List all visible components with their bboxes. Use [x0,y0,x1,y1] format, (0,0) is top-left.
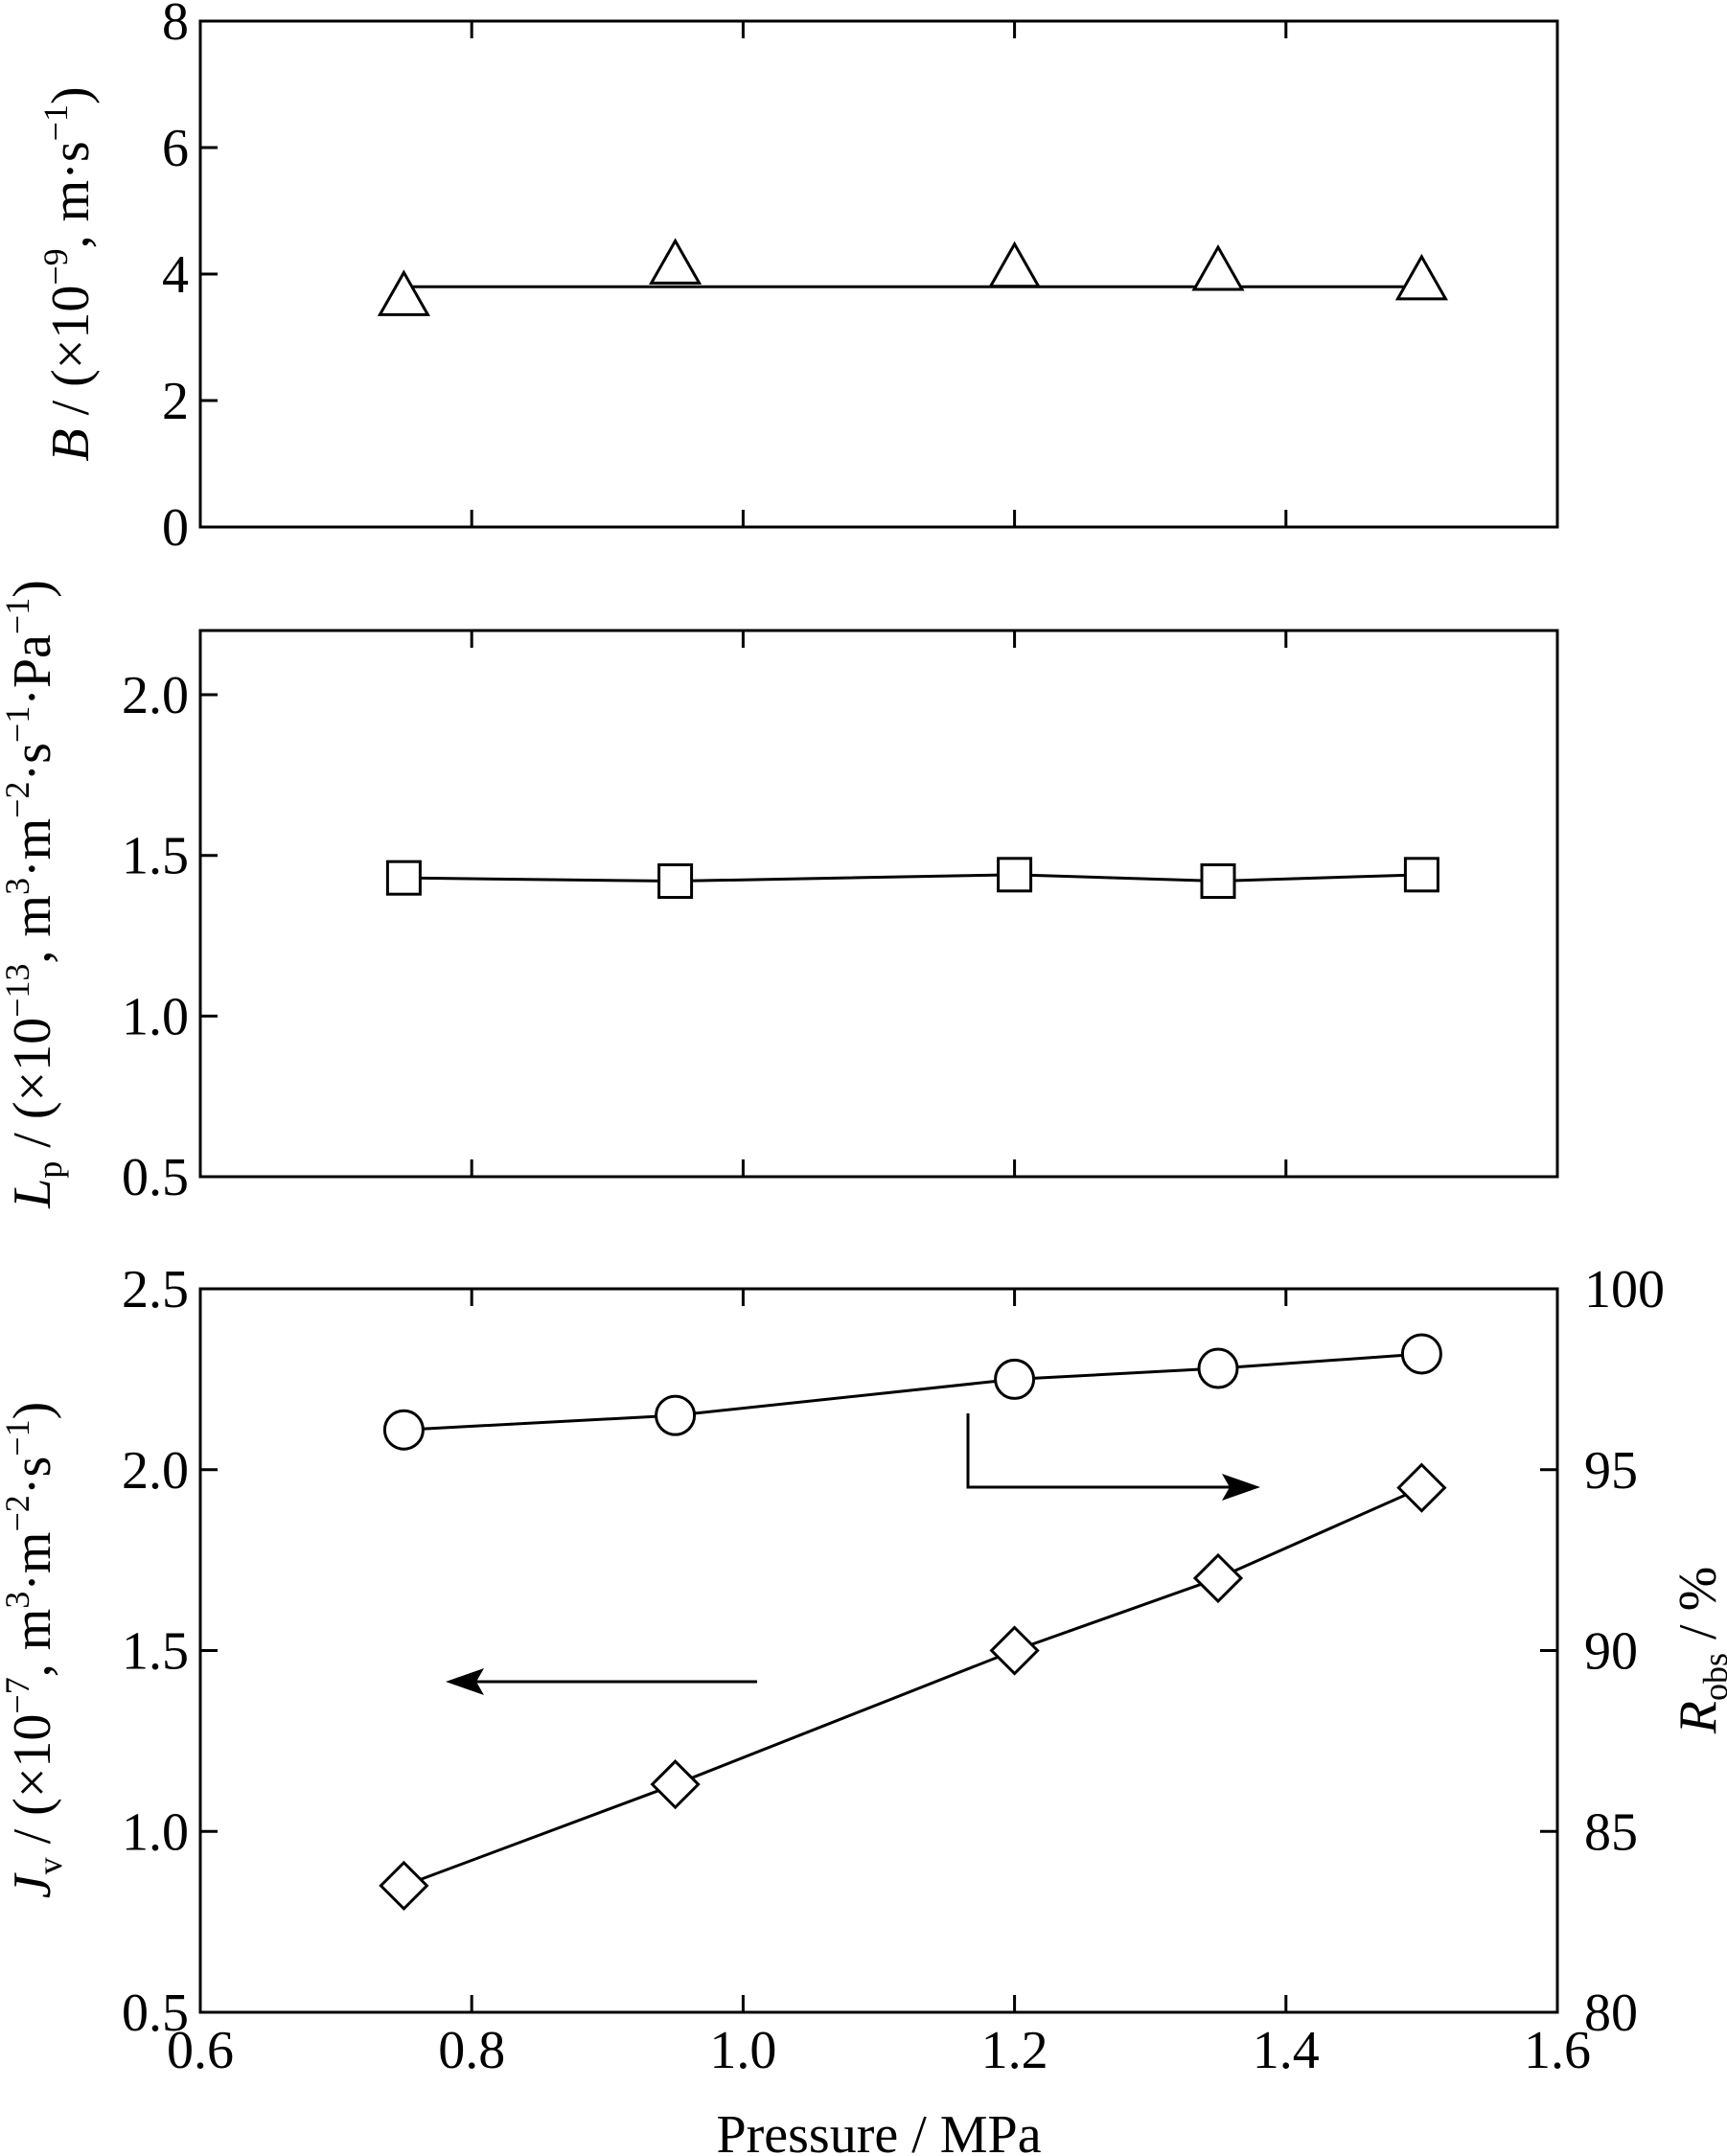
circle-series-line [403,1352,1422,1432]
triangle-point [377,269,430,316]
diamond-series-line [403,1486,1423,1888]
diamond-point [1192,1552,1244,1604]
panel-b: 0 2 4 6 8 B / (×10−9, m·s−1) [36,0,1559,558]
square-point [1200,863,1236,900]
x-tick-label: 0.8 [438,2021,505,2080]
y-tick-label: 4 [162,245,189,305]
square-point [657,863,694,900]
y-tick-label: 0.5 [122,1148,189,1207]
circle-point [1197,1347,1239,1389]
x-tick-label: 0.6 [167,2021,234,2080]
x-tick-label: 1.6 [1524,2021,1591,2080]
panel-jv: 0.6 0.8 1.0 1.2 1.4 1.6 0.5 1.0 1.5 2.0 2.5 80 85 90 9… [0,1260,1727,2156]
y-tick-label-right: 85 [1584,1802,1638,1862]
panel-jv-ylabel: Jv / (×10−7, m3·m−2·s−1) [0,1402,69,1898]
y-tick-label: 1.5 [122,827,189,886]
diamond-point [650,1759,701,1810]
y-tick-label: 1.0 [122,987,189,1046]
x-tick-label: 1.0 [709,2021,776,2080]
triangle-point [1394,253,1448,301]
y-tick-label: 0.5 [122,1984,189,2043]
y-tick-label: 8 [162,0,189,52]
square-point [997,857,1033,893]
circle-point [655,1394,697,1436]
x-axis-label: Pressure / MPa [716,2105,1041,2156]
circle-point [994,1358,1036,1400]
y-tick-label: 2 [162,372,189,431]
diamond-point [989,1625,1040,1676]
panel-lp-ylabel: Lp / (×10−13, m3·m−2·s−1·Pa−1) [0,580,69,1209]
triangle-point [649,238,702,285]
y-tick-label: 6 [162,119,189,178]
circle-point [382,1409,425,1451]
y-tick-label: 2.5 [122,1260,189,1319]
y-tick-label: 2.0 [122,666,189,725]
panel-lp: 0.5 1.0 1.5 2.0 Lp / (×10−13, m3·m−2·s−1·Pa… [0,580,1559,1209]
arrow-to-right-axis [966,1413,1246,1489]
arrow-head-right [1222,1474,1260,1501]
y-tick-label-right: 80 [1584,1984,1638,2043]
diamond-point [379,1860,429,1911]
panel-lp-frame [198,629,1559,1179]
x-tick-label: 1.4 [1253,2021,1320,2080]
square-point [385,860,422,896]
triangle-point [988,241,1042,288]
circle-point [1400,1333,1442,1375]
y-tick-label: 1.0 [122,1802,189,1862]
square-point [1403,857,1439,893]
square-series-line [403,873,1422,883]
diamond-point [1396,1462,1447,1513]
y-tick-label: 1.5 [122,1622,189,1682]
y-tick-label-right: 100 [1584,1260,1665,1319]
y-tick-label-right: 90 [1584,1622,1638,1682]
y-tick-label: 0 [162,498,189,558]
panel-b-ylabel: B / (×10−9, m·s−1) [36,86,101,461]
y-tick-label: 2.0 [122,1441,189,1501]
panel-jv-ylabel-right: Robs / % [1669,1567,1727,1734]
triangle-point [1191,243,1245,291]
x-tick-label: 1.2 [981,2021,1048,2080]
arrow-head-left [446,1668,484,1695]
y-tick-label-right: 95 [1584,1441,1638,1501]
